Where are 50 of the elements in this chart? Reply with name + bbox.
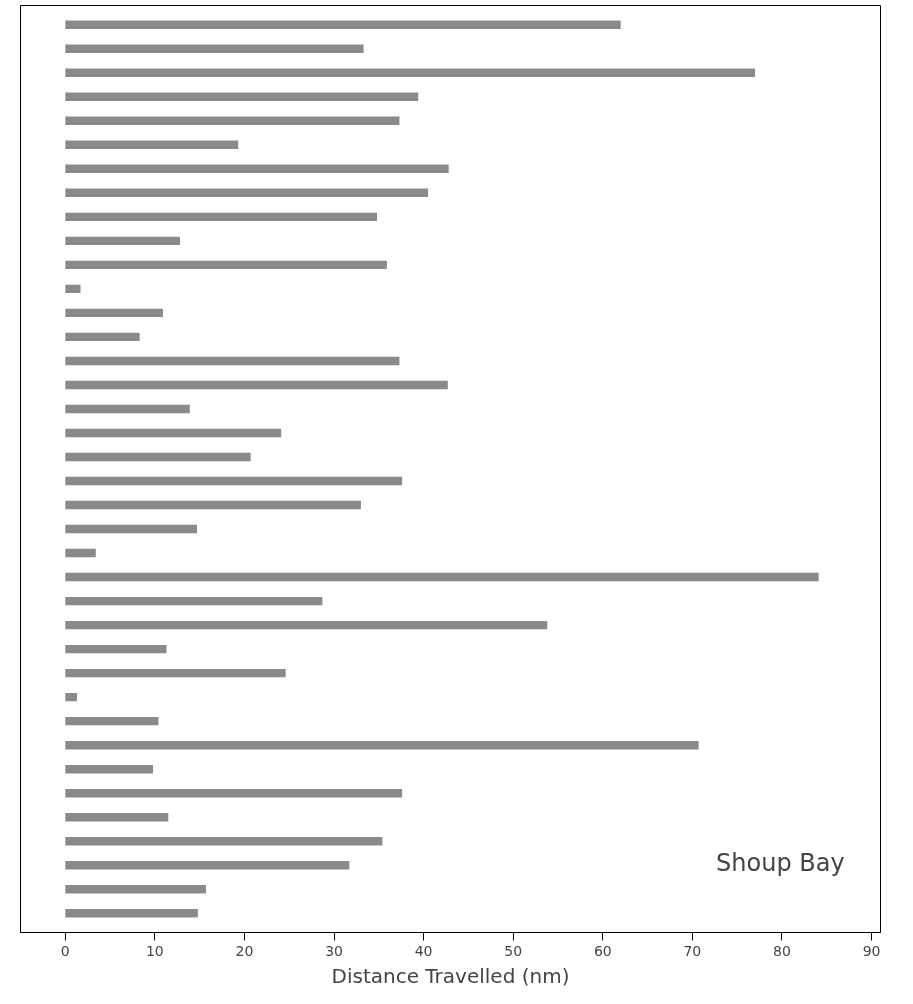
bar (65, 116, 400, 125)
x-tick-label: 60 (593, 942, 612, 959)
bar (65, 668, 286, 678)
x-tick-label: 40 (414, 942, 433, 959)
bar (65, 212, 378, 222)
bar (65, 572, 819, 582)
bar (65, 524, 197, 534)
bar (65, 380, 448, 390)
bar (65, 188, 429, 198)
bar (65, 837, 383, 846)
x-tick-label: 80 (773, 942, 791, 959)
bar (65, 44, 364, 53)
bar (65, 20, 621, 29)
x-tick-label: 0 (60, 942, 70, 959)
bar (65, 92, 419, 101)
bar (65, 861, 350, 870)
bar (65, 716, 159, 726)
bar (65, 909, 198, 918)
bar (65, 164, 449, 174)
x-tick-label: 20 (235, 942, 254, 959)
bar (65, 452, 251, 462)
x-tick-label: 10 (145, 942, 164, 959)
bar (65, 236, 180, 246)
bar (65, 620, 548, 630)
x-tick-label: 50 (504, 942, 523, 959)
bar (65, 428, 282, 438)
bar (65, 789, 403, 798)
bar (65, 260, 387, 270)
bar (65, 813, 169, 822)
bar (65, 740, 699, 750)
bar (65, 356, 400, 366)
bar (65, 404, 190, 414)
x-tick-label: 30 (325, 942, 343, 959)
x-tick-label: 70 (683, 942, 702, 959)
bar (65, 140, 239, 149)
x-axis-title: Distance Travelled (nm) (331, 963, 570, 988)
bar (65, 308, 163, 318)
text: Shoup Bay (716, 849, 845, 878)
bar (65, 596, 323, 606)
bar (65, 644, 167, 654)
bar (65, 284, 81, 294)
bar (65, 548, 96, 558)
bar (65, 332, 140, 342)
bar (65, 764, 154, 774)
bar (65, 692, 77, 702)
bar (65, 500, 361, 510)
bar (65, 476, 403, 486)
bar (65, 885, 206, 894)
bar (65, 68, 756, 77)
x-tick-label: 90 (862, 942, 881, 959)
